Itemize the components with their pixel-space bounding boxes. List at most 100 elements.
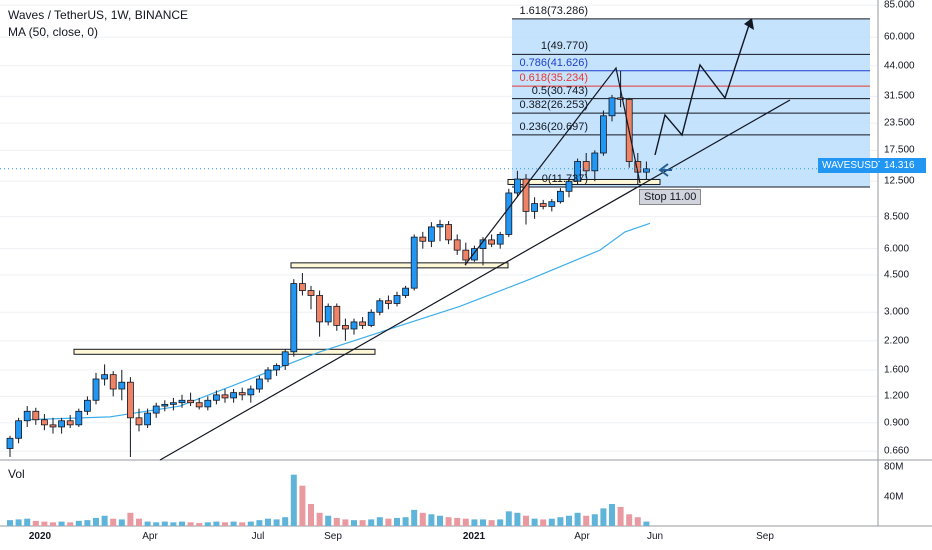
volume-bar xyxy=(342,519,349,526)
candle-body xyxy=(522,178,530,212)
fib-label-0: 1.618(73.286) xyxy=(519,4,589,17)
candle xyxy=(187,392,195,407)
candle xyxy=(32,407,40,425)
candle xyxy=(427,222,435,248)
volume-bar xyxy=(101,515,108,526)
volume-bar xyxy=(617,506,624,526)
y-tick-label: 4.500 xyxy=(884,269,910,281)
y-tick-label: 6.000 xyxy=(884,243,910,255)
candle xyxy=(393,291,401,307)
y-tick-label: 60.000 xyxy=(884,31,915,43)
volume-bar xyxy=(411,509,418,526)
candle-body xyxy=(427,226,435,242)
candle-body xyxy=(548,201,556,207)
candle xyxy=(238,387,246,401)
fib-label-6: 0.236(20.697) xyxy=(519,120,589,133)
candle xyxy=(505,188,513,238)
candle-body xyxy=(281,351,289,366)
volume-bar xyxy=(471,519,478,526)
candle-body xyxy=(101,374,108,380)
candle xyxy=(436,219,444,242)
candle-body xyxy=(49,424,57,428)
volume-label: Vol xyxy=(8,467,25,481)
candle-body xyxy=(58,420,65,428)
x-tick-label: 2021 xyxy=(462,531,486,542)
candle-body xyxy=(436,224,444,228)
volume-bar xyxy=(316,512,323,526)
candle xyxy=(15,417,23,444)
candle xyxy=(66,414,74,429)
candle xyxy=(341,318,349,341)
candle-body xyxy=(41,419,48,426)
volume-bar xyxy=(445,517,452,526)
volume-bar xyxy=(419,512,426,526)
candle xyxy=(316,290,324,337)
candle xyxy=(462,242,470,266)
candle xyxy=(350,318,358,335)
fib-label-1: 1(49.770) xyxy=(540,40,588,53)
candle-body xyxy=(23,410,31,422)
candle xyxy=(539,199,547,210)
volume-bar xyxy=(153,522,160,526)
candle xyxy=(307,285,315,310)
candle-body xyxy=(32,410,40,421)
volume-bar xyxy=(67,522,74,526)
volume-bar xyxy=(32,520,39,526)
trend-lines xyxy=(159,18,791,461)
candle xyxy=(75,408,83,427)
candle-body xyxy=(539,203,547,207)
volume-bar xyxy=(247,521,254,526)
candle xyxy=(212,390,220,405)
volume-bar xyxy=(7,520,13,526)
volume-bar xyxy=(75,520,82,526)
candle-body xyxy=(109,374,117,390)
volume-bar xyxy=(256,520,263,526)
candle-body xyxy=(273,365,281,371)
fib-label-4: 0.5(30.743) xyxy=(531,84,588,97)
chart-legend-ma: MA (50, close, 0) xyxy=(8,25,99,39)
candle-body xyxy=(359,321,367,326)
volume-bar xyxy=(222,522,228,526)
volume-bar xyxy=(566,515,572,526)
candle xyxy=(127,377,134,457)
support-boxes xyxy=(73,178,661,355)
candle xyxy=(152,402,160,418)
volume-bar xyxy=(480,519,486,526)
candle xyxy=(402,285,410,299)
candle xyxy=(376,298,384,316)
volume-bar xyxy=(333,517,340,526)
candle xyxy=(221,389,229,403)
candle-body xyxy=(264,369,272,380)
volume-bar xyxy=(497,519,504,526)
volume-bar xyxy=(557,517,564,526)
volume-bar xyxy=(170,522,177,526)
candle-body xyxy=(453,239,461,251)
volume-tick-label: 40M xyxy=(884,491,904,503)
wave-line xyxy=(464,66,641,266)
candle-body xyxy=(195,402,203,408)
volume-bar xyxy=(643,521,650,526)
candle-body xyxy=(187,399,195,404)
candle-body xyxy=(470,248,478,261)
y-tick-label: 44.000 xyxy=(884,60,915,72)
candle-body xyxy=(393,295,401,304)
volume-bar xyxy=(15,519,22,526)
volume-bar xyxy=(351,520,357,526)
candle xyxy=(101,364,108,386)
volume-bar xyxy=(273,519,280,526)
candle xyxy=(118,369,126,401)
volume-bar xyxy=(514,512,521,526)
candle-body xyxy=(514,178,521,194)
x-tick-label: Apr xyxy=(142,531,158,542)
candle xyxy=(255,375,263,393)
y-tick-label: 3.000 xyxy=(884,306,910,318)
candle-body xyxy=(307,290,315,296)
x-tick-label: Jul xyxy=(251,531,265,542)
candle-body xyxy=(462,249,470,261)
candle xyxy=(333,303,341,331)
volume-bar xyxy=(110,518,117,526)
stop-loss-label: Stop 11.00 xyxy=(639,189,702,205)
fib-zone xyxy=(512,18,870,188)
x-tick-label: Apr xyxy=(574,531,590,542)
